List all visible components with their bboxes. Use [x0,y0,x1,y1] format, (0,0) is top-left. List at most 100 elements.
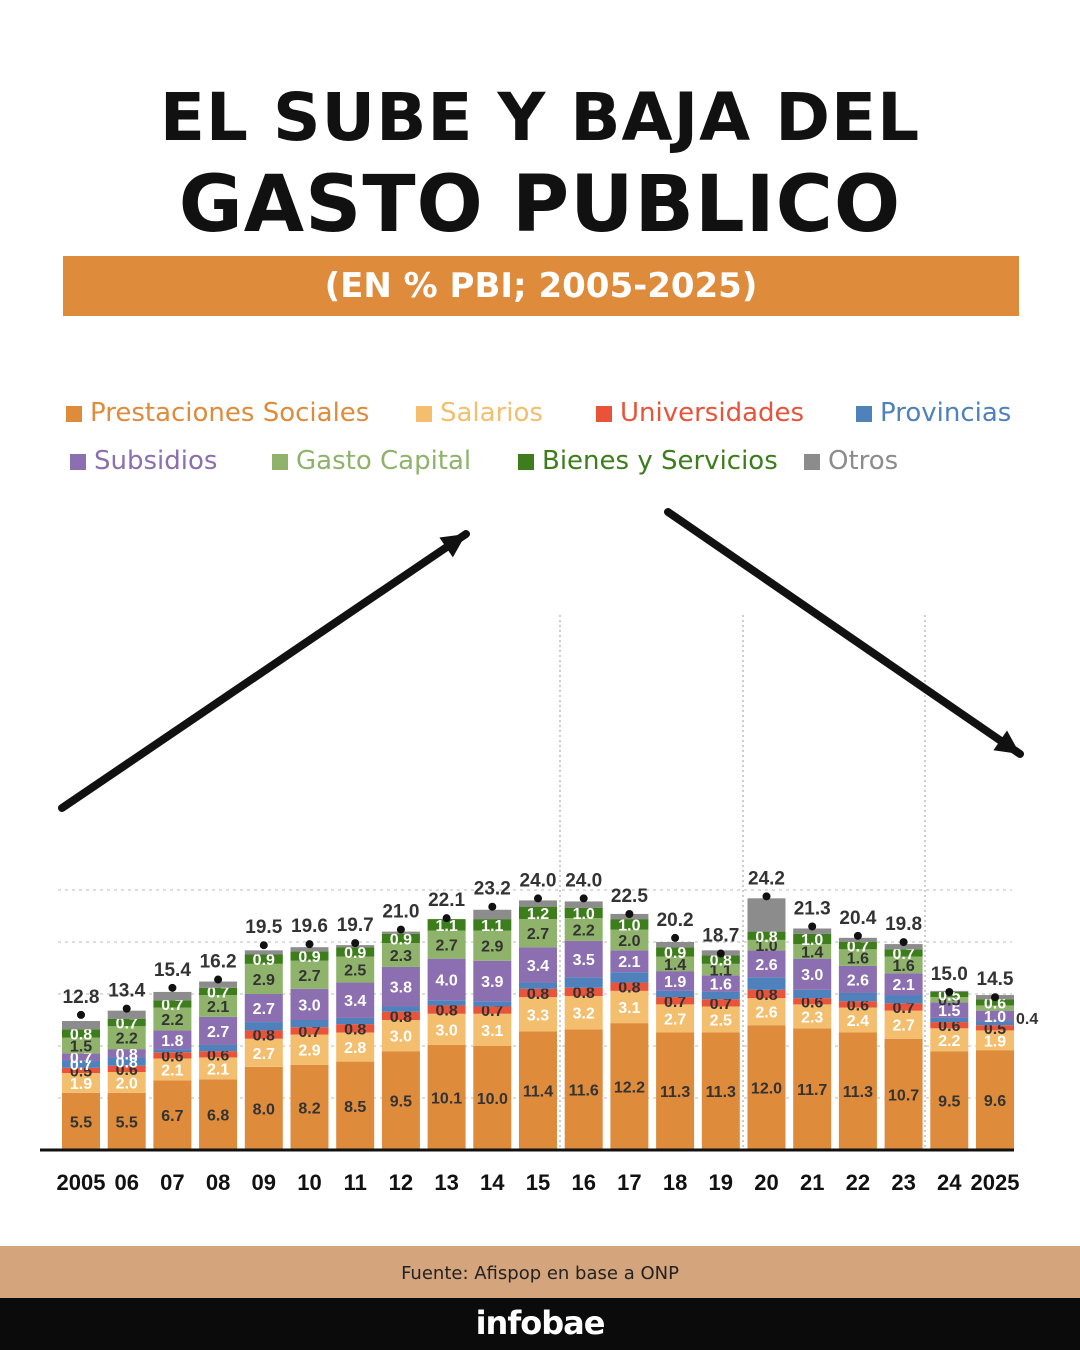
bar-segment [701,963,740,976]
segment-label: 0.7 [664,994,686,1011]
segment-label: 1.6 [892,958,914,975]
bar-segment [564,901,603,908]
total-marker [671,933,680,942]
bar-segment [381,933,420,944]
segment-label: 10.7 [888,1087,919,1104]
x-tick-label: 06 [114,1170,138,1195]
bar-segment [199,1079,238,1150]
total-marker [808,922,817,931]
segment-label: 12.0 [751,1081,782,1098]
segment-label: 3.0 [801,967,823,984]
bar-segment [199,1044,238,1052]
bar-segment [473,909,512,920]
bar-segment [244,963,283,994]
segment-label: 1.4 [801,944,823,961]
segment-label: 2.9 [253,972,275,989]
bar-segment [976,1025,1014,1031]
segment-label: 1.6 [710,977,732,994]
total-label: 12.8 [63,987,100,1008]
bar-segment [701,955,740,964]
bar-segment [793,958,832,990]
x-tick-label: 19 [709,1170,733,1195]
total-label: 24.0 [565,870,602,891]
segment-label: 2.1 [892,977,914,994]
segment-label: 0.7 [161,997,183,1014]
segment-label: 3.5 [573,952,595,969]
legend-swatch [856,406,872,422]
total-marker [442,914,451,923]
total-marker [122,1004,131,1013]
legend-swatch [518,454,534,470]
bar-segment [336,947,375,957]
x-tick-label: 11 [344,1170,367,1195]
segment-label: 1.0 [984,1009,1006,1026]
bar-segment [107,1018,146,1027]
segment-label: 11.3 [660,1084,690,1101]
segment-label: 0.8 [755,987,777,1004]
bar-segment [244,1022,283,1031]
legend-label: Universidades [620,398,805,428]
segment-label: 1.5 [938,1003,960,1020]
bar-segment [519,988,557,998]
segment-label: 9.6 [984,1093,1006,1110]
bar-segment [701,1006,740,1033]
total-label: 19.8 [885,914,922,935]
legend-swatch [272,454,288,470]
legend-label: Otros [828,446,899,476]
bar-segment [107,1010,146,1019]
bar-segment [290,988,329,1020]
segment-label: 2.7 [892,1018,914,1035]
segment-label: 10.0 [477,1091,508,1108]
segment-label: 0.8 [435,1003,457,1020]
bar-segment [244,950,283,955]
bar-segment [336,1061,375,1150]
bar-segment [656,1032,695,1150]
segment-label: 1.4 [664,957,686,974]
bar-segment [838,1032,877,1150]
bar-segment [199,995,238,1017]
total-label: 23.2 [474,879,511,900]
bar-segment [976,1050,1014,1150]
segment-label: 3.3 [527,1007,549,1024]
legend-swatch [596,406,612,422]
segment-label: 0.6 [938,1018,960,1035]
segment-label: 2.2 [116,1031,138,1048]
legend-item-2: Universidades [596,398,804,428]
bar-segment [519,900,557,907]
segment-label: 11.4 [523,1084,553,1101]
bar-segment [976,1010,1014,1022]
bar-segment [244,1030,283,1039]
bar-segment [381,966,420,1007]
bar-segment [564,977,603,988]
bar-segment [62,1092,100,1150]
bar-segment [884,1010,923,1039]
bar-segment [793,989,832,999]
segment-label: 1.1 [481,918,503,935]
bar-segment [244,1066,283,1150]
x-tick-label: 20 [754,1170,778,1195]
total-marker [488,902,497,911]
side-annotation: 0.4 [1016,1011,1038,1028]
segment-label: 0.7 [298,1024,320,1041]
bar-segment [519,997,557,1032]
bar-segment [656,956,695,972]
bar-segment [62,1060,100,1068]
trend-arrow-down-head [993,730,1020,754]
segment-label: 3.0 [298,997,320,1014]
segment-label: 0.9 [253,952,275,969]
segment-label: 0.9 [298,949,320,966]
segment-label: 0.8 [618,980,640,997]
legend-swatch [804,454,820,470]
subtitle-bar: (EN % PBI; 2005-2025) [63,256,1019,316]
bar-segment [153,1058,192,1081]
bar-segment [290,951,329,961]
bar-segment [930,1051,969,1150]
bar-segment [884,973,923,996]
bar-segment [564,918,603,941]
segment-label: 1.1 [435,918,457,935]
bar-segment [884,956,923,974]
bar-segment [656,942,695,948]
total-marker [77,1010,85,1019]
bar-segment [747,950,786,978]
legend-item-1: Salarios [416,398,543,428]
